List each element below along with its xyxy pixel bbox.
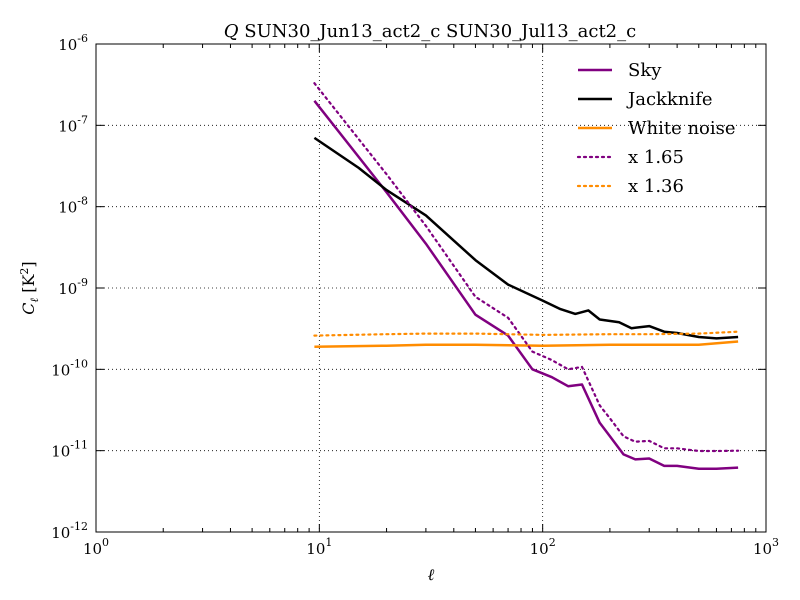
y-tick-label: 10-10 bbox=[51, 357, 88, 379]
x-axis-label: ℓ bbox=[428, 565, 435, 584]
y-axis-label-unit-exp: 2 bbox=[18, 268, 31, 275]
x-tick-label: 101 bbox=[306, 536, 332, 558]
series-line-x-1-36 bbox=[313, 330, 740, 337]
y-tick-label: 10-6 bbox=[58, 32, 88, 54]
x-tick-label: 103 bbox=[753, 536, 779, 558]
chart-title: Q SUN30_Jun13_act2_c SUN30_Jul13_act2_c bbox=[224, 21, 636, 42]
legend-label: x 1.65 bbox=[628, 147, 684, 168]
legend-label: Sky bbox=[628, 60, 662, 81]
x-tick-label: 100 bbox=[83, 536, 109, 558]
x-tick-label: 102 bbox=[530, 536, 556, 558]
legend-label: Jackknife bbox=[626, 89, 713, 110]
series-line-jackknife bbox=[313, 136, 739, 340]
y-axis-ticks: 10-12 10-11 10-10 10-9 10-8 10-7 10-6 bbox=[51, 32, 766, 542]
y-axis-label-main: C bbox=[19, 302, 38, 314]
y-tick-label: 10-8 bbox=[58, 195, 88, 217]
grid-lines bbox=[96, 44, 766, 532]
y-tick-label: 10-11 bbox=[51, 439, 88, 461]
chart-title-rest: SUN30_Jun13_act2_c SUN30_Jul13_act2_c bbox=[239, 21, 637, 42]
legend: Sky Jackknife White noise x 1.65 x 1.36 bbox=[576, 60, 736, 197]
y-axis-label-unit: [K bbox=[19, 274, 38, 298]
series-line-sky bbox=[313, 100, 739, 470]
y-axis-label-sub: ℓ bbox=[28, 297, 41, 302]
series-layer bbox=[313, 82, 740, 470]
chart-title-symbol: Q bbox=[224, 21, 239, 42]
series-line-x-1-65 bbox=[313, 82, 740, 453]
legend-label: White noise bbox=[628, 118, 736, 139]
y-tick-label: 10-12 bbox=[51, 520, 88, 542]
y-tick-label: 10-7 bbox=[58, 113, 88, 135]
series-line-white-noise bbox=[314, 340, 739, 348]
y-axis-label-unit-close: ] bbox=[19, 261, 38, 267]
legend-label: x 1.36 bbox=[628, 176, 684, 197]
x-axis-ticks: 100 101 102 103 bbox=[83, 44, 779, 558]
y-tick-label: 10-9 bbox=[58, 276, 88, 298]
y-axis-label: Cℓ [K2] bbox=[18, 261, 41, 314]
